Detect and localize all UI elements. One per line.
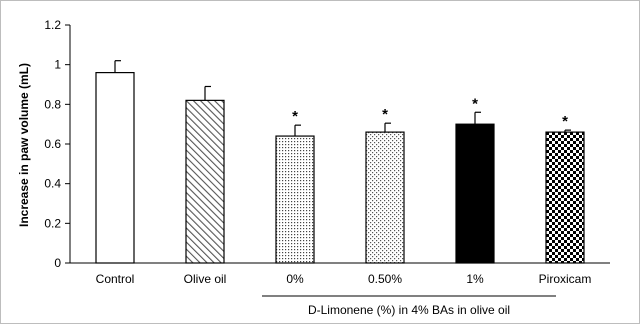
y-tick-label: 1.2	[44, 18, 61, 32]
y-axis-label: Increase in paw volume (mL)	[17, 63, 31, 227]
significance-marker: *	[562, 113, 568, 130]
x-tick-label: 1%	[466, 272, 484, 286]
significance-marker: *	[382, 106, 388, 123]
bars: * * * *	[95, 60, 585, 264]
y-tick-label: 0.4	[44, 177, 61, 191]
bar	[275, 135, 315, 264]
bar	[95, 71, 135, 264]
bar	[545, 131, 585, 264]
x-tick-label: 0.50%	[368, 272, 402, 286]
bar	[185, 99, 225, 264]
x-tick-label: 0%	[286, 272, 304, 286]
y-tick-label: 0	[54, 256, 61, 270]
significance-marker: *	[292, 108, 298, 125]
y-tick-label: 0.8	[44, 97, 61, 111]
x-tick-label: Control	[96, 272, 135, 286]
x-tick-label: Piroxicam	[539, 272, 592, 286]
y-tick-label: 0.6	[44, 137, 61, 151]
group-label: D-Limonene (%) in 4% BAs in olive oil	[308, 303, 510, 317]
y-tick-label: 0.2	[44, 216, 61, 230]
y-tick-label: 1	[54, 58, 61, 72]
significance-marker: *	[472, 95, 478, 112]
axes: 0 0.2 0.4 0.6 0.8 1 1.2 Control Olive oil 0% 0.50%…	[44, 18, 610, 286]
bar	[365, 131, 405, 264]
bar	[455, 123, 495, 264]
x-tick-label: Olive oil	[184, 272, 227, 286]
